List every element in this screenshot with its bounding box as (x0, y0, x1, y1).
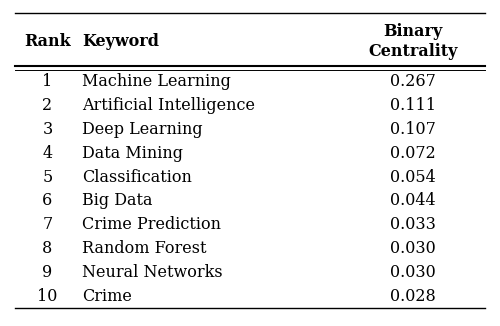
Text: Deep Learning: Deep Learning (82, 121, 203, 138)
Text: 0.054: 0.054 (390, 169, 436, 186)
Text: 4: 4 (42, 145, 52, 162)
Text: 1: 1 (42, 73, 52, 91)
Text: 9: 9 (42, 264, 52, 281)
Text: Keyword: Keyword (82, 33, 160, 50)
Text: Data Mining: Data Mining (82, 145, 184, 162)
Text: Artificial Intelligence: Artificial Intelligence (82, 97, 256, 114)
Text: 0.267: 0.267 (390, 73, 436, 91)
Text: 0.030: 0.030 (390, 240, 436, 257)
Text: Rank: Rank (24, 33, 70, 50)
Text: 0.111: 0.111 (390, 97, 436, 114)
Text: 6: 6 (42, 192, 52, 210)
Text: Big Data: Big Data (82, 192, 153, 210)
Text: 0.028: 0.028 (390, 288, 436, 305)
Text: Crime: Crime (82, 288, 132, 305)
Text: 0.044: 0.044 (390, 192, 436, 210)
Text: 0.072: 0.072 (390, 145, 436, 162)
Text: 3: 3 (42, 121, 52, 138)
Text: 10: 10 (37, 288, 58, 305)
Text: 0.107: 0.107 (390, 121, 436, 138)
Text: 2: 2 (42, 97, 52, 114)
Text: 5: 5 (42, 169, 52, 186)
Text: 0.030: 0.030 (390, 264, 436, 281)
Text: Crime Prediction: Crime Prediction (82, 216, 222, 233)
Text: Classification: Classification (82, 169, 192, 186)
Text: Machine Learning: Machine Learning (82, 73, 231, 91)
Text: 8: 8 (42, 240, 52, 257)
Text: Neural Networks: Neural Networks (82, 264, 223, 281)
Text: 0.033: 0.033 (390, 216, 436, 233)
Text: Random Forest: Random Forest (82, 240, 207, 257)
Text: Binary
Centrality: Binary Centrality (368, 23, 458, 60)
Text: 7: 7 (42, 216, 52, 233)
